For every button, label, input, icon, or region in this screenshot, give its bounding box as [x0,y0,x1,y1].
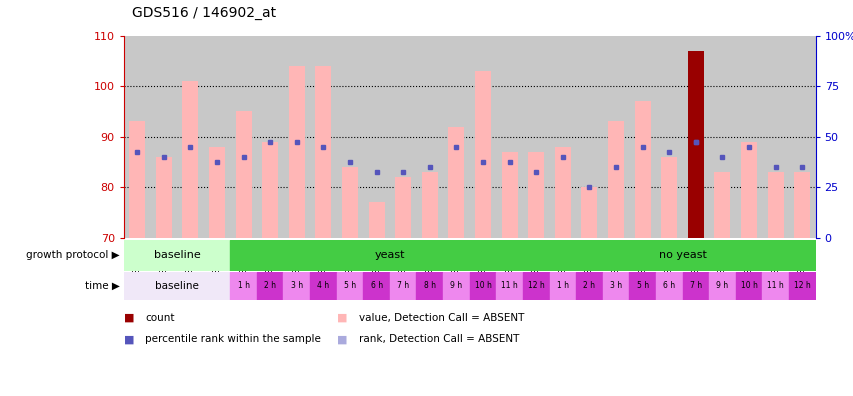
Bar [129,122,145,238]
Bar [395,177,410,238]
Text: 11 h: 11 h [501,282,518,290]
Text: 2 h: 2 h [264,282,276,290]
Text: 12 h: 12 h [793,282,809,290]
Bar [660,157,676,238]
Text: 5 h: 5 h [344,282,356,290]
Text: percentile rank within the sample: percentile rank within the sample [145,334,321,345]
Bar [655,272,682,300]
Bar [735,272,762,300]
Text: growth protocol ▶: growth protocol ▶ [26,250,119,261]
Bar [124,240,230,271]
Bar [767,172,783,238]
Text: 7 h: 7 h [397,282,409,290]
Bar [554,147,570,238]
Text: 3 h: 3 h [609,282,621,290]
Bar [448,126,464,238]
Text: ■: ■ [124,334,134,345]
Text: ■: ■ [124,312,134,323]
Bar [496,272,522,300]
Text: baseline: baseline [154,250,200,261]
Text: 6 h: 6 h [663,282,675,290]
Bar [368,202,384,238]
Bar [602,272,629,300]
Bar [788,272,815,300]
Bar [443,272,469,300]
Text: 7 h: 7 h [689,282,701,290]
Bar [230,272,257,300]
Bar [714,172,729,238]
Text: 1 h: 1 h [556,282,568,290]
Bar [469,272,496,300]
Bar [634,101,650,238]
Bar [336,272,363,300]
Bar [262,142,278,238]
Bar [310,272,336,300]
Bar [209,147,224,238]
Bar [548,272,576,300]
Bar [235,111,252,238]
Text: 9 h: 9 h [450,282,462,290]
Text: 5 h: 5 h [635,282,648,290]
Bar [283,272,310,300]
Bar [421,172,438,238]
Bar [687,51,703,238]
Bar [230,240,548,271]
Text: 1 h: 1 h [237,282,249,290]
Bar [762,272,788,300]
Bar [501,152,517,238]
Bar [183,81,198,238]
Text: value, Detection Call = ABSENT: value, Detection Call = ABSENT [358,312,524,323]
Bar [793,172,809,238]
Text: 2 h: 2 h [583,282,595,290]
Text: 9 h: 9 h [716,282,728,290]
Bar [341,167,357,238]
Text: rank, Detection Call = ABSENT: rank, Detection Call = ABSENT [358,334,519,345]
Text: GDS516 / 146902_at: GDS516 / 146902_at [132,6,276,20]
Text: 6 h: 6 h [370,282,382,290]
Bar [581,187,597,238]
Text: 10 h: 10 h [474,282,490,290]
Bar [390,272,416,300]
Bar [522,272,548,300]
Bar [629,272,655,300]
Bar [257,272,283,300]
Bar [528,152,543,238]
Text: 4 h: 4 h [317,282,329,290]
Bar [548,240,815,271]
Text: ■: ■ [337,312,347,323]
Bar [474,71,490,238]
Text: 8 h: 8 h [423,282,435,290]
Bar [416,272,443,300]
Bar [288,66,305,238]
Bar [740,142,756,238]
Text: ■: ■ [337,334,347,345]
Text: time ▶: time ▶ [84,281,119,291]
Text: 10 h: 10 h [740,282,757,290]
Bar [363,272,390,300]
Text: 3 h: 3 h [290,282,303,290]
Text: 11 h: 11 h [766,282,783,290]
Text: yeast: yeast [374,250,404,261]
Text: no yeast: no yeast [658,250,705,261]
Bar [708,272,735,300]
Bar [576,272,602,300]
Text: baseline: baseline [155,281,199,291]
Text: count: count [145,312,175,323]
Bar [607,122,624,238]
Bar [155,157,171,238]
Bar [687,51,703,238]
Bar [682,272,708,300]
Text: 12 h: 12 h [527,282,544,290]
Bar [315,66,331,238]
Bar [124,272,230,300]
